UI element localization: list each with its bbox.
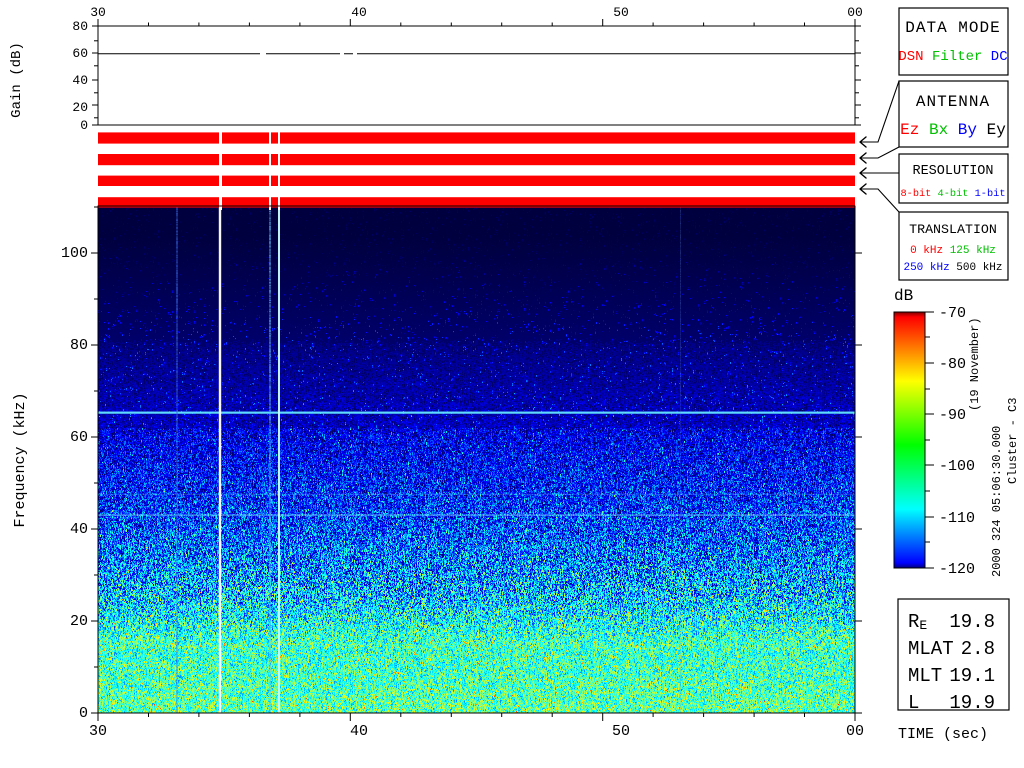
svg-text:50: 50 [613, 5, 629, 20]
svg-text:MLT: MLT [908, 665, 942, 687]
svg-text:30: 30 [90, 5, 106, 20]
svg-text:(19 November): (19 November) [968, 317, 982, 411]
svg-text:-100: -100 [939, 458, 975, 475]
svg-text:0 kHz 125 kHz: 0 kHz 125 kHz [910, 245, 996, 257]
svg-text:DATA MODE: DATA MODE [905, 19, 1000, 37]
svg-text:19.9: 19.9 [949, 692, 995, 714]
svg-text:40: 40 [72, 73, 88, 88]
svg-text:Ez Bx By Ey: Ez Bx By Ey [900, 121, 1006, 139]
svg-text:100: 100 [61, 245, 88, 262]
svg-text:Cluster - C3: Cluster - C3 [1006, 398, 1020, 484]
svg-text:8-bit 4-bit 1-bit: 8-bit 4-bit 1-bit [900, 188, 1005, 200]
svg-text:2.8: 2.8 [961, 638, 995, 660]
svg-text:0: 0 [79, 705, 88, 722]
svg-text:20: 20 [70, 613, 88, 630]
svg-text:MLAT: MLAT [908, 638, 954, 660]
svg-text:-110: -110 [939, 510, 975, 527]
svg-text:40: 40 [351, 5, 367, 20]
svg-text:00: 00 [847, 5, 863, 20]
svg-text:-90: -90 [939, 407, 966, 424]
svg-text:Frequency (kHz): Frequency (kHz) [12, 392, 29, 527]
svg-text:ANTENNA: ANTENNA [916, 93, 990, 111]
svg-text:2000 324 05:06:30.000: 2000 324 05:06:30.000 [990, 426, 1004, 577]
svg-text:-70: -70 [939, 305, 966, 322]
svg-text:0: 0 [80, 118, 88, 133]
svg-text:RESOLUTION: RESOLUTION [912, 164, 993, 179]
svg-text:60: 60 [72, 46, 88, 61]
svg-text:dB: dB [894, 287, 913, 305]
svg-text:80: 80 [70, 337, 88, 354]
svg-text:TIME (sec): TIME (sec) [898, 726, 988, 743]
svg-text:250 kHz 500 kHz: 250 kHz 500 kHz [903, 262, 1002, 274]
svg-text:DSN Filter DC: DSN Filter DC [898, 49, 1007, 65]
svg-text:40: 40 [350, 723, 368, 740]
svg-text:50: 50 [612, 723, 630, 740]
svg-text:80: 80 [72, 19, 88, 34]
svg-text:-80: -80 [939, 356, 966, 373]
svg-text:19.1: 19.1 [949, 665, 995, 687]
svg-text:40: 40 [70, 521, 88, 538]
svg-text:L: L [908, 692, 919, 714]
svg-text:TRANSLATION: TRANSLATION [909, 222, 997, 237]
svg-text:60: 60 [70, 429, 88, 446]
svg-text:00: 00 [846, 723, 864, 740]
svg-text:19.8: 19.8 [949, 611, 995, 633]
svg-text:-120: -120 [939, 561, 975, 578]
svg-text:Gain (dB): Gain (dB) [9, 42, 25, 118]
svg-text:30: 30 [89, 723, 107, 740]
svg-text:20: 20 [72, 100, 88, 115]
